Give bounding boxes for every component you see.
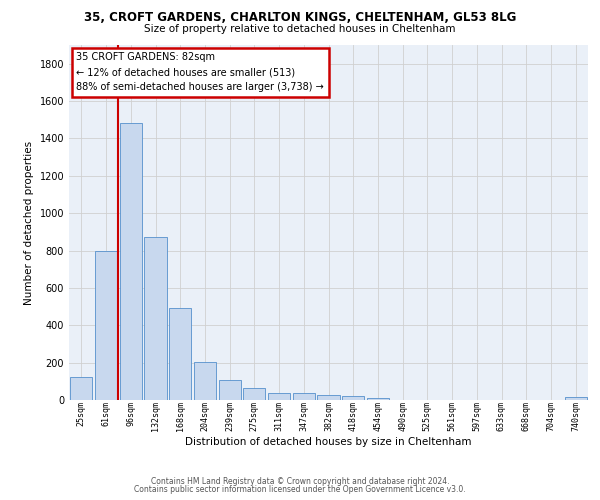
Bar bbox=[194, 362, 216, 400]
Text: Contains HM Land Registry data © Crown copyright and database right 2024.: Contains HM Land Registry data © Crown c… bbox=[151, 477, 449, 486]
Text: 35 CROFT GARDENS: 82sqm
← 12% of detached houses are smaller (513)
88% of semi-d: 35 CROFT GARDENS: 82sqm ← 12% of detache… bbox=[76, 52, 324, 92]
Y-axis label: Number of detached properties: Number of detached properties bbox=[24, 140, 34, 304]
Bar bbox=[119, 124, 142, 400]
Bar bbox=[293, 394, 315, 400]
X-axis label: Distribution of detached houses by size in Cheltenham: Distribution of detached houses by size … bbox=[185, 437, 472, 447]
Bar bbox=[342, 396, 364, 400]
Text: 35, CROFT GARDENS, CHARLTON KINGS, CHELTENHAM, GL53 8LG: 35, CROFT GARDENS, CHARLTON KINGS, CHELT… bbox=[84, 11, 516, 24]
Bar bbox=[145, 236, 167, 400]
Bar bbox=[95, 250, 117, 400]
Bar bbox=[243, 388, 265, 400]
Bar bbox=[367, 398, 389, 400]
Text: Contains public sector information licensed under the Open Government Licence v3: Contains public sector information licen… bbox=[134, 485, 466, 494]
Bar bbox=[169, 308, 191, 400]
Bar bbox=[268, 392, 290, 400]
Bar bbox=[565, 397, 587, 400]
Bar bbox=[70, 376, 92, 400]
Bar bbox=[317, 396, 340, 400]
Text: Size of property relative to detached houses in Cheltenham: Size of property relative to detached ho… bbox=[144, 24, 456, 34]
Bar bbox=[218, 380, 241, 400]
